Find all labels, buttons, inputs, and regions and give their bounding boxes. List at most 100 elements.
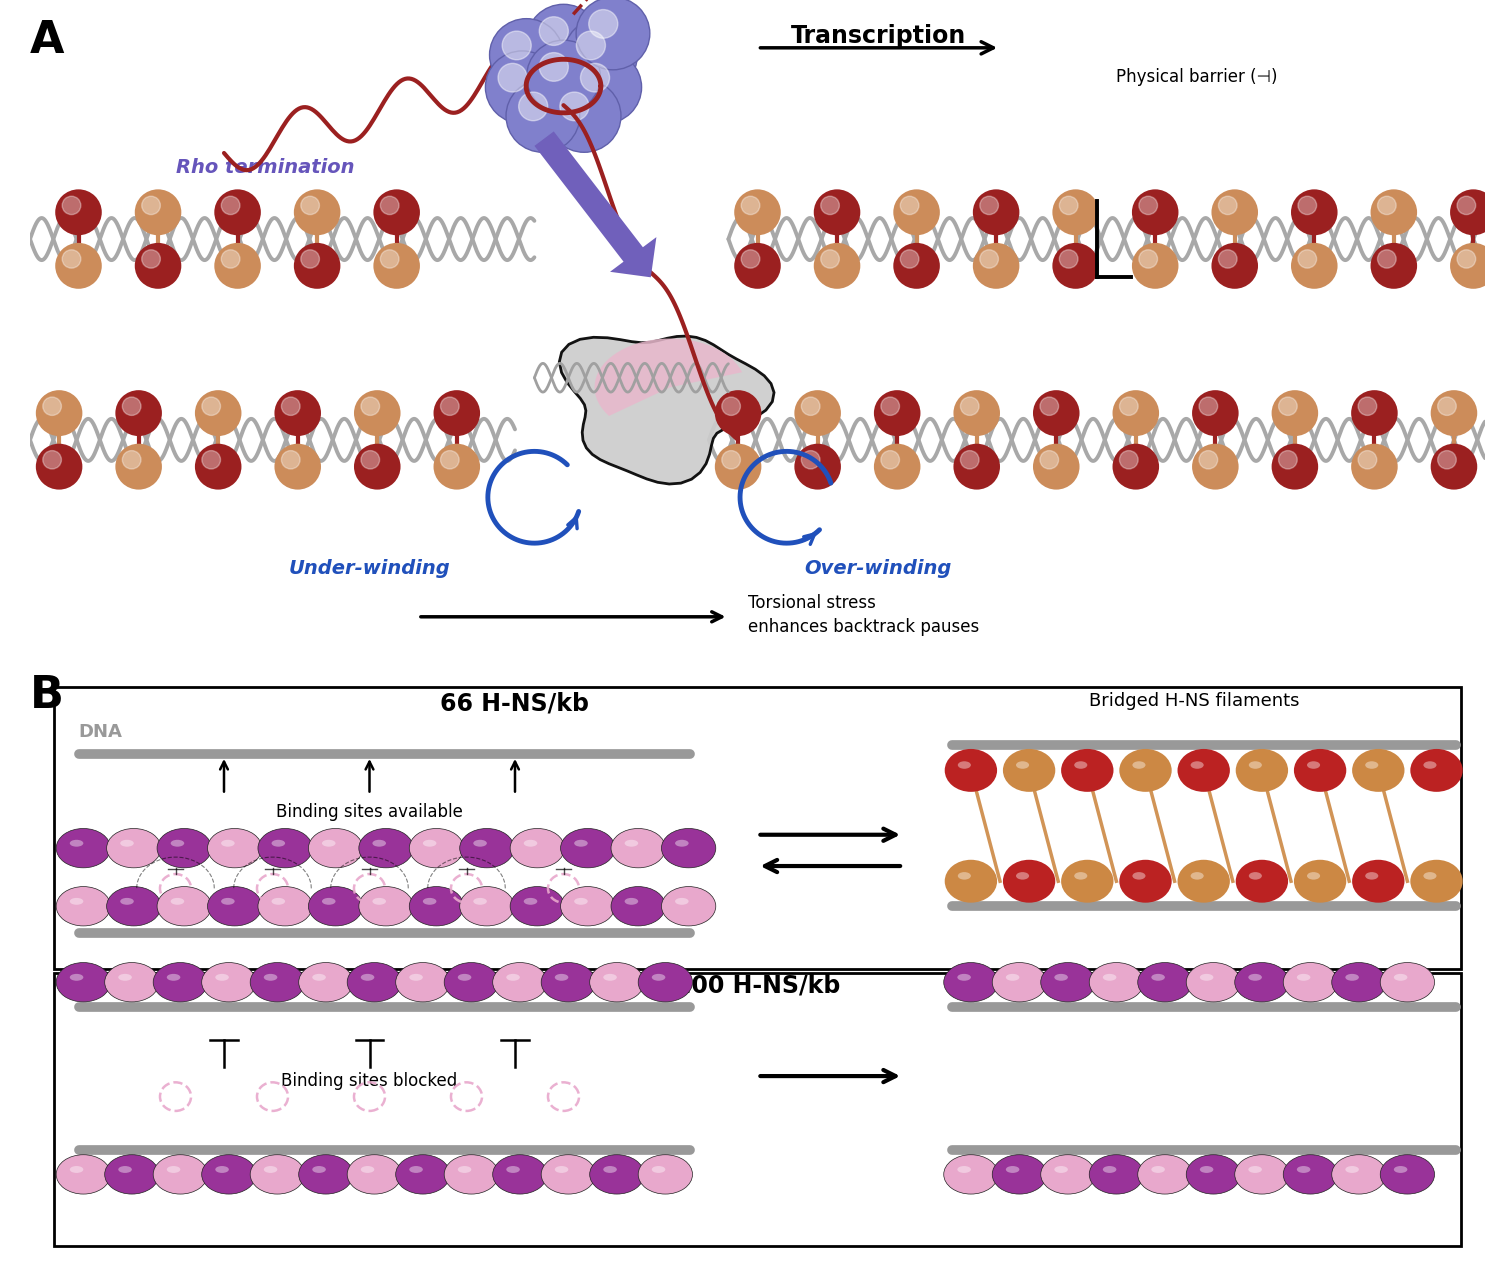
- Ellipse shape: [153, 1154, 207, 1194]
- Ellipse shape: [1206, 976, 1234, 993]
- Ellipse shape: [172, 1168, 202, 1185]
- Ellipse shape: [1352, 749, 1404, 792]
- Ellipse shape: [105, 1154, 159, 1194]
- Ellipse shape: [346, 1154, 402, 1194]
- Ellipse shape: [1346, 1166, 1359, 1173]
- Ellipse shape: [512, 976, 542, 993]
- Circle shape: [894, 242, 940, 289]
- Ellipse shape: [1119, 749, 1172, 792]
- Circle shape: [1212, 189, 1258, 235]
- Circle shape: [116, 443, 162, 490]
- Ellipse shape: [579, 899, 609, 917]
- Ellipse shape: [1294, 749, 1347, 792]
- Ellipse shape: [474, 898, 488, 904]
- Circle shape: [1059, 196, 1078, 215]
- Ellipse shape: [75, 976, 105, 993]
- Circle shape: [362, 451, 380, 469]
- Ellipse shape: [309, 829, 363, 868]
- Circle shape: [1119, 451, 1138, 469]
- Ellipse shape: [1007, 1166, 1020, 1173]
- Ellipse shape: [681, 899, 711, 917]
- Ellipse shape: [410, 887, 464, 926]
- Ellipse shape: [561, 829, 615, 868]
- Ellipse shape: [410, 974, 423, 981]
- Ellipse shape: [312, 1166, 326, 1173]
- Ellipse shape: [414, 1168, 444, 1185]
- Ellipse shape: [662, 829, 716, 868]
- Ellipse shape: [1089, 1154, 1143, 1194]
- Ellipse shape: [1186, 962, 1240, 1002]
- Ellipse shape: [201, 1154, 256, 1194]
- Ellipse shape: [1424, 762, 1437, 769]
- Ellipse shape: [958, 873, 970, 879]
- Ellipse shape: [1352, 1168, 1380, 1185]
- Ellipse shape: [1248, 1166, 1262, 1173]
- Ellipse shape: [272, 840, 285, 846]
- Ellipse shape: [510, 887, 564, 926]
- Circle shape: [56, 189, 102, 235]
- Ellipse shape: [1074, 762, 1088, 769]
- Ellipse shape: [1254, 976, 1284, 993]
- Ellipse shape: [70, 974, 84, 981]
- Ellipse shape: [1365, 762, 1378, 769]
- Ellipse shape: [1332, 1154, 1386, 1194]
- Circle shape: [222, 196, 240, 215]
- Ellipse shape: [1196, 874, 1224, 893]
- Circle shape: [1138, 196, 1158, 215]
- Ellipse shape: [530, 841, 560, 859]
- Ellipse shape: [1080, 763, 1108, 782]
- Circle shape: [1431, 390, 1478, 436]
- Circle shape: [282, 451, 300, 469]
- Circle shape: [540, 53, 568, 81]
- Circle shape: [294, 189, 340, 235]
- Ellipse shape: [1400, 976, 1429, 993]
- Circle shape: [960, 451, 980, 469]
- Circle shape: [1278, 451, 1298, 469]
- Ellipse shape: [1060, 1168, 1089, 1185]
- Ellipse shape: [530, 899, 560, 917]
- Ellipse shape: [963, 874, 992, 893]
- Ellipse shape: [75, 899, 105, 917]
- Circle shape: [954, 390, 1000, 436]
- Ellipse shape: [120, 898, 134, 904]
- Ellipse shape: [1236, 749, 1288, 792]
- Ellipse shape: [70, 1166, 84, 1173]
- Circle shape: [548, 80, 621, 153]
- Polygon shape: [534, 131, 657, 278]
- Ellipse shape: [1394, 974, 1407, 981]
- Ellipse shape: [1306, 762, 1320, 769]
- Ellipse shape: [1410, 749, 1462, 792]
- Ellipse shape: [1400, 1168, 1429, 1185]
- Ellipse shape: [657, 976, 687, 993]
- Ellipse shape: [220, 976, 251, 993]
- Ellipse shape: [1054, 1166, 1068, 1173]
- Circle shape: [874, 443, 921, 490]
- Ellipse shape: [609, 1168, 639, 1185]
- Ellipse shape: [464, 976, 494, 993]
- Ellipse shape: [118, 974, 132, 981]
- Ellipse shape: [478, 841, 508, 859]
- Ellipse shape: [1108, 976, 1138, 993]
- Ellipse shape: [429, 899, 457, 917]
- Ellipse shape: [70, 840, 84, 846]
- Ellipse shape: [638, 962, 693, 1002]
- Ellipse shape: [176, 841, 206, 859]
- Ellipse shape: [298, 1154, 352, 1194]
- Circle shape: [1218, 196, 1237, 215]
- Circle shape: [354, 390, 401, 436]
- Ellipse shape: [207, 829, 262, 868]
- Ellipse shape: [574, 840, 588, 846]
- Circle shape: [1132, 242, 1179, 289]
- Text: Transcription: Transcription: [790, 24, 966, 48]
- Ellipse shape: [1282, 962, 1338, 1002]
- Circle shape: [980, 250, 999, 268]
- Ellipse shape: [118, 1166, 132, 1173]
- Ellipse shape: [414, 976, 444, 993]
- Circle shape: [526, 40, 600, 112]
- Ellipse shape: [1352, 976, 1380, 993]
- Ellipse shape: [172, 976, 202, 993]
- Circle shape: [489, 19, 564, 91]
- Ellipse shape: [268, 1168, 298, 1185]
- Ellipse shape: [298, 962, 352, 1002]
- Circle shape: [1352, 390, 1398, 436]
